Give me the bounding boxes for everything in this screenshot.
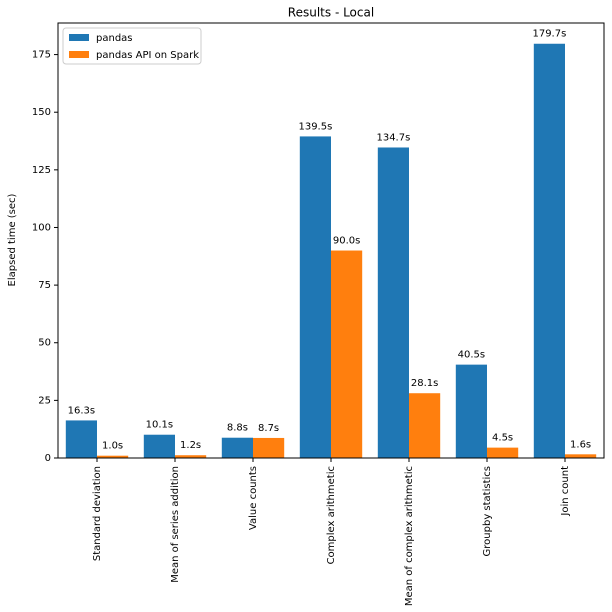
legend-swatch xyxy=(69,34,89,41)
legend-label: pandas API on Spark xyxy=(96,50,199,61)
bar xyxy=(175,455,207,458)
legend-swatch xyxy=(69,51,89,58)
value-label: 1.6s xyxy=(570,439,591,450)
plot-frame xyxy=(57,22,605,459)
value-label: 28.1s xyxy=(411,378,438,389)
y-tick-label: 75 xyxy=(38,280,51,291)
value-label: 8.7s xyxy=(258,423,279,434)
x-tick-label: Standard deviation xyxy=(92,466,103,561)
value-label: 40.5s xyxy=(458,350,485,361)
bar xyxy=(97,455,129,458)
bar xyxy=(299,136,331,458)
value-label: 8.8s xyxy=(227,423,248,434)
value-label: 1.0s xyxy=(102,441,123,452)
value-label: 179.7s xyxy=(532,29,566,40)
x-tick-label: Mean of series addition xyxy=(170,466,181,583)
x-tick-label: Groupby statistics xyxy=(482,466,493,556)
value-label: 90.0s xyxy=(333,236,360,247)
y-tick-label: 25 xyxy=(38,395,51,406)
value-label: 134.7s xyxy=(376,132,410,143)
bar xyxy=(143,434,175,458)
legend-box xyxy=(62,27,202,65)
value-label: 16.3s xyxy=(68,405,95,416)
bar xyxy=(377,147,409,458)
y-tick-label: 150 xyxy=(32,107,51,118)
y-tick-label: 100 xyxy=(32,222,51,233)
bar xyxy=(487,447,519,458)
value-label: 10.1s xyxy=(146,420,173,431)
bar xyxy=(455,364,487,458)
bar xyxy=(331,250,363,458)
x-tick-label: Value counts xyxy=(248,466,259,530)
bar xyxy=(221,437,253,458)
bar xyxy=(65,420,97,458)
y-tick-label: 125 xyxy=(32,165,51,176)
x-tick-label: Mean of complex arithmetic xyxy=(404,466,415,606)
value-label: 4.5s xyxy=(492,433,513,444)
value-label: 1.2s xyxy=(180,440,201,451)
value-label: 139.5s xyxy=(298,121,332,132)
y-tick-label: 50 xyxy=(38,338,51,349)
x-tick-label: Complex arithmetic xyxy=(326,466,337,564)
bar xyxy=(253,437,285,458)
chart-title: Results - Local xyxy=(288,6,374,20)
y-tick-label: 0 xyxy=(45,453,51,464)
bar xyxy=(565,454,597,458)
x-tick-label: Join count xyxy=(560,466,571,517)
legend-label: pandas xyxy=(96,33,133,44)
y-axis-label: Elapsed time (sec) xyxy=(7,193,18,286)
bar xyxy=(409,393,441,458)
bar xyxy=(533,43,565,458)
y-tick-label: 175 xyxy=(32,50,51,61)
